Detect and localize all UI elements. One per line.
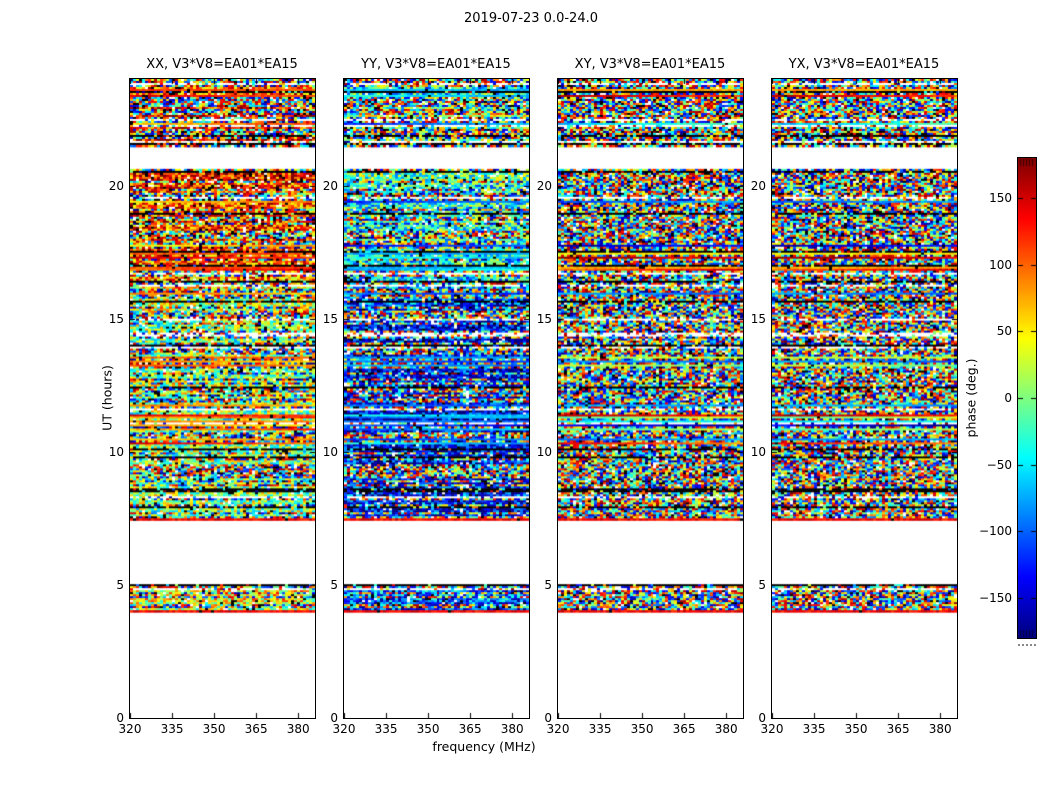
- y-tick-label: 5: [116, 577, 124, 592]
- x-tick-label: 365: [244, 722, 268, 736]
- colorbar-tick-label: 100: [989, 257, 1012, 272]
- x-tick-label: 380: [500, 722, 524, 736]
- y-tick-label: 5: [544, 577, 552, 592]
- y-tick-label: 15: [750, 311, 766, 326]
- y-tick-label: 15: [536, 311, 552, 326]
- panel-title-yy: YY, V3*V8=EA01*EA15: [361, 57, 511, 72]
- y-tick-label: 15: [108, 311, 124, 326]
- y-tick-label: 0: [330, 711, 338, 725]
- colorbar-tick-label: −150: [979, 591, 1012, 605]
- x-tick-label: 350: [844, 722, 868, 736]
- x-tick-label: 335: [160, 722, 184, 736]
- colorbar-tick-label: 0: [1004, 391, 1012, 405]
- x-tick-label: 350: [416, 722, 440, 736]
- x-tick-label: 365: [672, 722, 696, 736]
- x-tick-label: 335: [374, 722, 398, 736]
- y-tick-label: 0: [758, 711, 766, 725]
- x-tick-label: 320: [118, 722, 142, 736]
- y-tick-label: 5: [330, 577, 338, 592]
- y-tick-label: 15: [322, 311, 338, 326]
- panel-title-xx: XX, V3*V8=EA01*EA15: [146, 57, 298, 72]
- y-axis-label: UT (hours): [99, 365, 115, 431]
- y-tick-label: 10: [108, 444, 124, 459]
- x-tick-label: 365: [458, 722, 482, 736]
- y-tick-label: 10: [536, 444, 552, 459]
- x-tick-label: 380: [928, 722, 952, 736]
- x-tick-label: 320: [760, 722, 784, 736]
- colorbar-tick-label: 50: [996, 324, 1012, 339]
- x-tick-label: 335: [802, 722, 826, 736]
- y-tick-label: 0: [544, 711, 552, 725]
- x-tick-label: 320: [546, 722, 570, 736]
- x-tick-label: 320: [332, 722, 356, 736]
- colorbar-extend-dots: [1018, 644, 1036, 646]
- y-tick-label: 0: [116, 711, 124, 725]
- y-tick-label: 5: [758, 577, 766, 592]
- figure-title: 2019-07-23 0.0-24.0: [464, 11, 598, 26]
- colorbar-tick-label: 150: [989, 191, 1012, 205]
- x-tick-label: 350: [202, 722, 226, 736]
- x-tick-label: 380: [286, 722, 310, 736]
- panel-title-yx: YX, V3*V8=EA01*EA15: [788, 57, 940, 72]
- y-tick-label: 10: [322, 444, 338, 459]
- colorbar-tick-label: −50: [986, 457, 1012, 472]
- y-tick-label: 10: [750, 444, 766, 459]
- y-tick-label: 20: [108, 178, 124, 193]
- y-tick-label: 20: [536, 178, 552, 193]
- y-tick-label: 20: [322, 178, 338, 193]
- x-axis-label: frequency (MHz): [432, 739, 536, 754]
- x-tick-label: 335: [588, 722, 612, 736]
- x-tick-label: 350: [630, 722, 654, 736]
- heatmap-panel-xx: [130, 79, 315, 718]
- x-tick-label: 380: [714, 722, 738, 736]
- heatmap-panel-xy: [558, 79, 743, 718]
- y-tick-label: 20: [750, 178, 766, 193]
- x-tick-label: 365: [886, 722, 910, 736]
- colorbar-tick-label: −100: [979, 524, 1012, 539]
- colorbar: [1018, 158, 1036, 638]
- heatmap-panel-yy: [344, 79, 529, 718]
- panel-title-xy: XY, V3*V8=EA01*EA15: [574, 57, 726, 72]
- heatmap-panel-yx: [772, 79, 957, 718]
